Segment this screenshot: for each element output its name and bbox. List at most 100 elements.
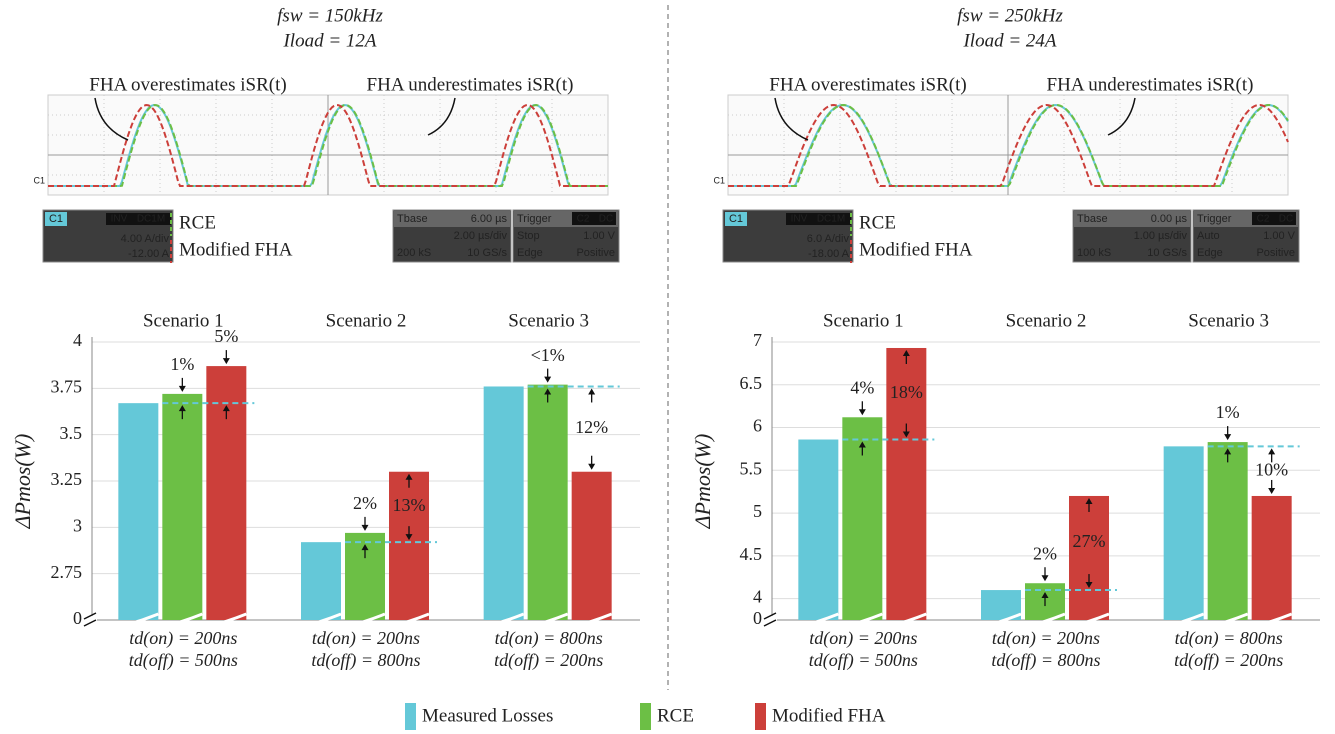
x-label: td(off) = 800ns [311,650,420,671]
scope-readout: Positive [1256,247,1295,259]
scope-readout: Edge [1197,247,1223,259]
error-label: 12% [575,417,608,437]
scope-legend: RCE [179,212,216,233]
scope-readout: -12.00 A [128,248,170,260]
error-label: 27% [1073,531,1106,551]
scope-readout: Positive [576,247,615,259]
scope-readout: C1 [49,213,63,225]
scope-readout: Edge [517,247,543,259]
scope-readout: Auto [1197,230,1220,242]
error-label: 2% [1033,543,1057,563]
y-tick-label: 4.5 [740,544,763,564]
arrow-head [859,409,866,415]
legend-label: Modified FHA [772,705,886,726]
scope-readout: DC1M [817,214,845,225]
bar [1069,496,1109,620]
bar [206,366,246,620]
scope-readout: -18.00 A [808,248,850,260]
arrow-head [1224,434,1231,440]
category-label: Scenario 1 [143,310,224,331]
scope-readout: 200 kS [397,247,431,259]
scope-readout: DC [1279,214,1293,225]
scope-readout: C1 [729,213,743,225]
category-label: Scenario 3 [508,310,589,331]
y-axis-label: ΔPmos(W) [690,434,715,530]
scope-readout: C2 [577,214,590,225]
error-label: 1% [1216,402,1240,422]
bar [528,385,568,620]
x-label: td(on) = 200ns [809,628,917,649]
error-label: 13% [393,495,426,515]
page: {"chart_data": [ {"type": "bar", "condit… [0,0,1335,734]
legend-swatch [755,703,766,730]
category-label: Scenario 2 [1006,310,1087,331]
y-tick-label: 6 [753,416,762,436]
condition: Iload = 12A [282,30,376,51]
legend-swatch [405,703,416,730]
scope-readout: 4.00 A/div [121,233,170,245]
error-label: 2% [353,493,377,513]
x-label: td(on) = 800ns [495,628,603,649]
x-label: td(off) = 500ns [129,650,238,671]
scope-readout: 100 kS [1077,247,1111,259]
scope-readout: Trigger [1197,213,1232,225]
y-tick-label: 2.75 [51,562,83,582]
x-label: td(on) = 200ns [312,628,420,649]
bar [162,394,202,620]
condition: Iload = 24A [962,30,1056,51]
scope-readout: Trigger [517,213,552,225]
category-label: Scenario 1 [823,310,904,331]
scope-legend: RCE [859,212,896,233]
y-tick-label: 3.5 [60,423,83,443]
scope-readout: 10 GS/s [467,247,507,259]
y-tick-label: 5.5 [740,458,763,478]
arrow-head [1268,488,1275,494]
y-tick-label: 3.25 [51,469,83,489]
condition: fsw = 150kHz [277,5,383,26]
annotation: FHA overestimates iSR(t) [89,74,286,95]
category-label: Scenario 2 [326,310,407,331]
scope-readout: 1.00 V [583,230,615,242]
scope-readout: 0.00 µs [1151,213,1188,225]
bar [389,472,429,620]
arrow-head [544,377,551,383]
y-tick-label: 7 [753,330,762,350]
bar [118,403,158,620]
scope-readout: DC [599,214,613,225]
category-label: Scenario 3 [1188,310,1269,331]
annotation: FHA underestimates iSR(t) [1047,74,1254,95]
y-tick-label: 4 [753,587,762,607]
scope-readout: 1.00 µs/div [1134,230,1188,242]
arrow-head [1268,448,1275,454]
legend-swatch [640,703,651,730]
scope-readout: C2 [1257,214,1270,225]
y-tick-label: 3.75 [51,376,83,396]
scope-legend: Modified FHA [859,239,973,260]
annotation: FHA underestimates iSR(t) [367,74,574,95]
arrow-head [362,525,369,531]
scope-readout: INV [111,214,128,225]
annotation: FHA overestimates iSR(t) [769,74,966,95]
bar [572,472,612,620]
arrow-head [588,388,595,394]
scope-readout: 6.0 A/div [807,233,850,245]
scope-readout: Stop [517,230,540,242]
error-label: <1% [531,345,565,365]
y-tick-label: 0 [753,608,762,628]
y-tick-label: 4 [73,330,82,350]
arrow-head [588,464,595,470]
error-label: 1% [170,354,194,374]
y-tick-label: 3 [73,515,82,535]
scope-readout: 1.00 V [1263,230,1295,242]
figure: fsw = 150kHz Iload = 12A C1 FHA overestimat… [0,0,1335,734]
y-tick-label: 6.5 [740,373,763,393]
scope-legend: Modified FHA [179,239,293,260]
bar [1208,442,1248,620]
error-label: 18% [890,382,923,402]
x-label: td(on) = 800ns [1175,628,1283,649]
bar [484,386,524,620]
scope-readout: Tbase [397,213,428,225]
x-label: td(off) = 200ns [1174,650,1283,671]
x-label: td(on) = 200ns [129,628,237,649]
error-label: 4% [850,377,874,397]
